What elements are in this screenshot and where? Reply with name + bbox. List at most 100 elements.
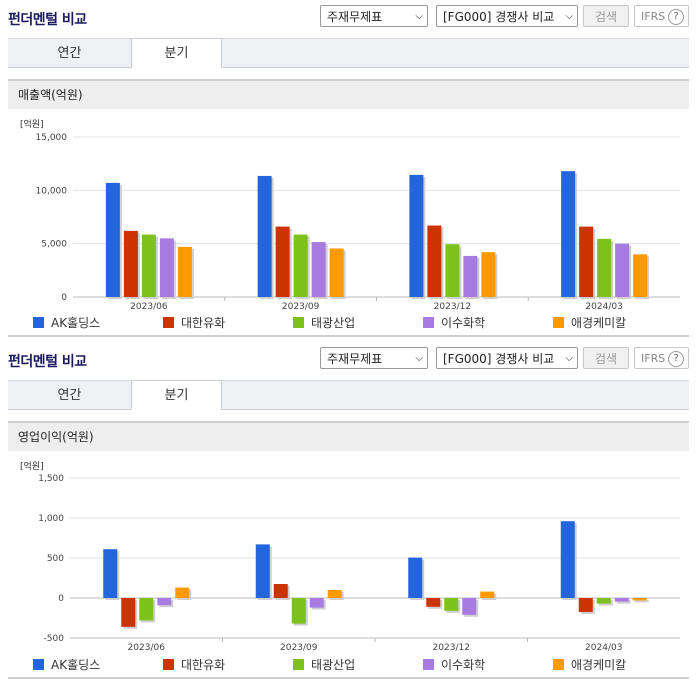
search-button[interactable]: 검색 [583,347,629,369]
legend-label: 태광산업 [311,316,356,330]
y-tick-label: 10,000 [36,186,68,196]
y-tick-label: 0 [61,293,67,303]
tab-quarterly[interactable]: 분기 [131,380,222,410]
legend-item[interactable]: 이수화학 [423,656,485,673]
peer-select[interactable]: [FG000] 경쟁사 비교 ⌵ [436,347,578,369]
statement-select[interactable]: 주재무제표 ⌵ [320,347,428,369]
legend-item[interactable]: AK홀딩스 [33,314,100,331]
chevron-down-icon: ⌵ [415,11,423,22]
bar [445,244,460,297]
x-tick-label: 2023/06 [128,643,166,653]
panel-title: 펀더멘털 비교 [8,12,87,28]
bar [103,549,118,598]
period-tabs: 연간 분기 [8,380,689,410]
legend-swatch [553,659,564,670]
legend-item[interactable]: 태광산업 [293,314,355,331]
legend-label: 애경케미칼 [571,316,627,330]
divider [8,335,689,337]
x-tick-label: 2024/03 [585,643,622,653]
legend-item[interactable]: AK홀딩스 [33,656,100,673]
bar [409,174,424,297]
ifrs-label: IFRS [641,352,666,365]
bar [596,598,611,604]
legend-swatch [423,659,434,670]
y-tick-label: 0 [58,594,64,604]
bar [463,255,478,297]
bar [327,590,342,598]
bar [633,254,648,297]
legend-swatch [163,317,174,328]
bar [462,598,477,615]
help-icon[interactable]: ? [668,9,684,25]
chevron-down-icon: ⌵ [565,11,573,22]
bar [444,598,459,611]
legend-swatch [293,659,304,670]
tab-quarterly[interactable]: 분기 [131,38,222,68]
x-tick-label: 2024/03 [585,302,622,311]
bar [426,598,441,607]
tab-annual[interactable]: 연간 [57,388,82,403]
legend-swatch [33,317,44,328]
bar [275,226,290,297]
y-tick-label: -500 [44,634,65,644]
x-tick-label: 2023/06 [130,302,168,311]
y-unit-label: [억원] [20,120,44,130]
legend-label: AK홀딩스 [51,658,101,672]
legend-item[interactable]: 애경케미칼 [553,314,626,331]
legend-item[interactable]: 태광산업 [293,656,355,673]
section-title: 매출액(억원) [8,79,689,109]
y-tick-label: 5,000 [41,240,67,250]
x-tick-label: 2023/09 [282,302,320,311]
operating-income-bar-chart: -500 0 500 1,000 1,500 2023/06 2023/09 2023/12 2… [38,474,680,653]
legend-item[interactable]: 대한유화 [163,656,225,673]
x-tick-label: 2023/12 [433,643,470,653]
help-icon[interactable]: ? [668,351,684,367]
panel-header: 펀더멘털 비교 주재무제표 ⌵ [FG000] 경쟁사 비교 ⌵ 검색 IFRS… [0,0,696,34]
bar-shadow [634,600,649,603]
search-button[interactable]: 검색 [583,5,629,27]
legend-label: 이수화학 [441,658,486,672]
peer-select-value: [FG000] 경쟁사 비교 [443,10,555,24]
bar [561,171,576,297]
legend-item[interactable]: 대한유화 [163,314,225,331]
revenue-bar-chart: 0 5,000 10,000 15,000 2023/06 2023/09 2023/12 2… [36,133,680,311]
bar [291,598,306,624]
section-title: 영업이익(억원) [8,421,689,451]
bar [408,557,423,598]
y-tick-label: 15,000 [36,133,68,143]
ifrs-button[interactable]: IFRS ? [634,5,689,27]
statement-select[interactable]: 주재무제표 ⌵ [320,5,428,27]
bar [615,243,630,297]
legend-swatch [163,659,174,670]
bar [427,225,442,297]
chart-legend: AK홀딩스 대한유화 태광산업 이수화학 애경케미칼 [0,653,696,673]
period-tabs: 연간 분기 [8,38,689,68]
bar [560,521,575,598]
bar [123,230,138,297]
chevron-down-icon: ⌵ [565,353,573,364]
divider [8,677,689,679]
legend-swatch [423,317,434,328]
bar [257,175,272,297]
y-tick-label: 1,000 [38,514,64,524]
legend-swatch [553,317,564,328]
bar [159,238,174,297]
legend-label: 대한유화 [181,316,226,330]
peer-select[interactable]: [FG000] 경쟁사 비교 ⌵ [436,5,578,27]
chevron-down-icon: ⌵ [415,353,423,364]
ifrs-button[interactable]: IFRS ? [634,347,689,369]
legend-item[interactable]: 이수화학 [423,314,485,331]
bar [121,598,136,627]
legend-label: 태광산업 [311,658,356,672]
tab-annual[interactable]: 연간 [57,46,82,61]
bar [141,234,156,297]
ifrs-label: IFRS [641,10,666,23]
bar [309,598,324,608]
fundamental-panel-operating-income: 펀더멘털 비교 주재무제표 ⌵ [FG000] 경쟁사 비교 ⌵ 검색 IFRS… [0,342,696,684]
bar [105,182,120,297]
bar [632,598,647,601]
legend-label: 애경케미칼 [571,658,627,672]
legend-item[interactable]: 애경케미칼 [553,656,626,673]
bar [578,598,593,612]
x-tick-label: 2023/09 [280,643,318,653]
